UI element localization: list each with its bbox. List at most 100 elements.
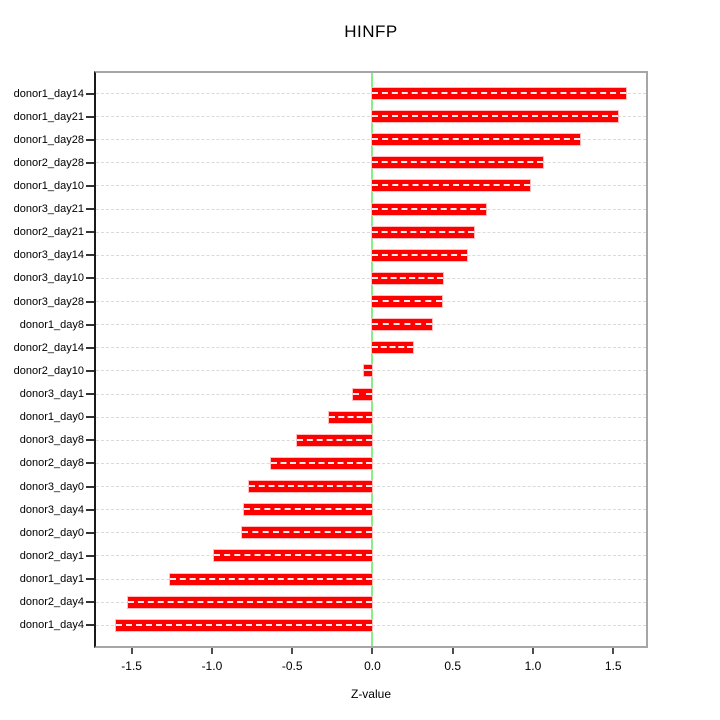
y-tick — [86, 416, 94, 419]
y-tick — [86, 624, 94, 627]
y-tick-label: donor2_day10 — [13, 364, 84, 377]
bar-center-dash — [128, 600, 373, 603]
bar-center-dash — [248, 485, 373, 488]
bar-center-dash — [372, 161, 543, 164]
gridline — [96, 301, 646, 303]
bar — [372, 157, 543, 169]
y-tick — [86, 485, 94, 488]
y-tick — [86, 346, 94, 349]
y-tick-label: donor1_day1 — [19, 573, 84, 586]
bar-center-dash — [271, 461, 373, 464]
x-tick-label: -1.5 — [121, 659, 142, 673]
x-tick-label: 1.0 — [524, 659, 542, 673]
gridline — [96, 116, 646, 118]
y-tick-label: donor1_day28 — [13, 133, 84, 146]
y-tick-label: donor2_day28 — [13, 156, 84, 169]
bar — [372, 272, 444, 284]
y-tick-label: donor2_day14 — [13, 341, 84, 354]
x-tick-label: 1.5 — [604, 659, 622, 673]
x-tick-label: -1.0 — [201, 659, 223, 673]
y-tick-label: donor1_day4 — [19, 619, 84, 632]
bar-center-dash — [372, 253, 468, 256]
bar-center-dash — [244, 508, 373, 511]
bar-center-dash — [372, 346, 413, 349]
gridline — [96, 185, 646, 187]
y-tick — [86, 601, 94, 604]
y-tick — [86, 393, 94, 396]
gridline — [96, 254, 646, 256]
bar-center-dash — [372, 300, 443, 303]
bar-center-dash — [364, 369, 373, 372]
bar-center-dash — [329, 415, 373, 418]
bar-center-dash — [372, 184, 530, 187]
y-tick-label: donor2_day1 — [19, 549, 84, 562]
y-tick-label: donor2_day0 — [19, 526, 84, 539]
y-tick-label: donor2_day8 — [19, 457, 84, 470]
y-tick — [86, 369, 94, 372]
x-tick — [451, 648, 454, 654]
x-tick-label: 0.0 — [364, 659, 381, 673]
y-tick — [86, 92, 94, 95]
gridline — [96, 231, 646, 233]
bar-center-dash — [170, 577, 373, 580]
bar — [296, 434, 373, 446]
bar — [170, 573, 373, 585]
y-tick-label: donor1_day21 — [13, 110, 84, 123]
bar-center-dash — [372, 115, 619, 118]
bar-center-dash — [372, 323, 432, 326]
bar-center-dash — [213, 554, 373, 557]
bar — [372, 342, 413, 354]
zero-line — [371, 73, 374, 646]
bar — [248, 481, 373, 493]
y-tick — [86, 277, 94, 280]
bar — [115, 619, 373, 631]
gridline — [96, 162, 646, 164]
bar — [353, 388, 373, 400]
bar-center-dash — [372, 276, 444, 279]
x-tick — [612, 648, 615, 654]
y-tick-label: donor1_day10 — [13, 179, 84, 192]
bar — [128, 596, 373, 608]
bar — [372, 180, 530, 192]
y-tick-label: donor3_day28 — [13, 295, 84, 308]
y-tick-label: donor3_day10 — [13, 272, 84, 285]
gridline — [96, 347, 646, 349]
bar — [242, 527, 373, 539]
bar — [271, 457, 373, 469]
x-tick — [291, 648, 294, 654]
bar-center-dash — [372, 230, 474, 233]
y-tick — [86, 578, 94, 581]
bar-center-dash — [242, 531, 373, 534]
y-tick-label: donor1_day14 — [13, 87, 84, 100]
y-tick-label: donor2_day21 — [13, 226, 84, 239]
gridline — [96, 277, 646, 279]
y-tick-label: donor1_day0 — [19, 411, 84, 424]
x-tick — [210, 648, 213, 654]
bar-center-dash — [353, 392, 373, 395]
y-tick — [86, 231, 94, 234]
gridline — [96, 324, 646, 326]
bar — [213, 550, 373, 562]
x-tick-label: -0.5 — [281, 659, 303, 673]
bar — [372, 203, 487, 215]
bar — [372, 296, 443, 308]
x-axis-title: Z-value — [350, 687, 391, 701]
x-tick — [371, 648, 374, 654]
bar-center-dash — [372, 207, 487, 210]
bar — [372, 134, 580, 146]
bar-center-dash — [115, 623, 373, 626]
gridline — [96, 208, 646, 210]
gridline — [96, 139, 646, 141]
bar — [244, 504, 373, 516]
bar — [372, 226, 474, 238]
bar — [372, 249, 468, 261]
y-tick — [86, 323, 94, 326]
y-tick — [86, 254, 94, 257]
x-tick-label: 0.5 — [444, 659, 462, 673]
y-tick-label: donor3_day8 — [19, 434, 84, 447]
bar — [364, 365, 373, 377]
bar-center-dash — [296, 438, 373, 441]
x-tick — [130, 648, 133, 654]
y-tick — [86, 115, 94, 118]
